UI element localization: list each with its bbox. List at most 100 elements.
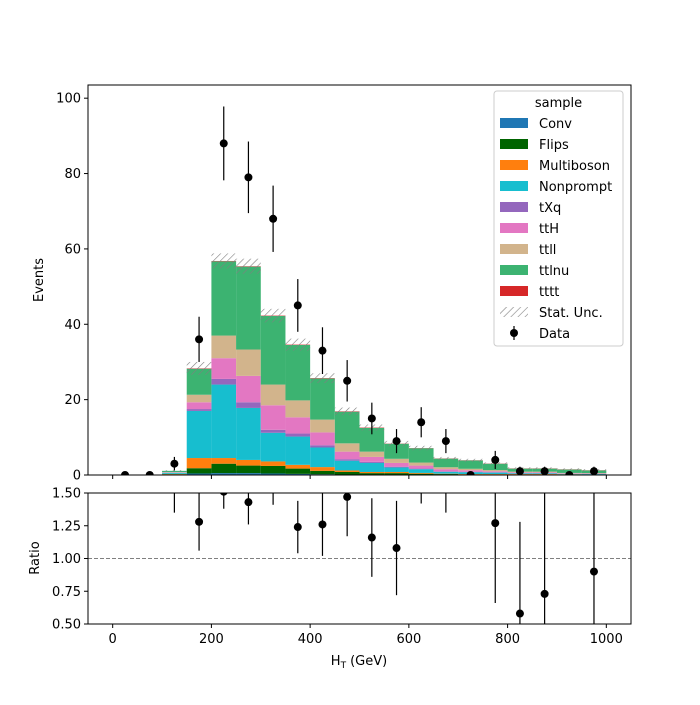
legend-swatch	[500, 118, 528, 128]
bar-segment	[384, 467, 409, 468]
bar-segment	[434, 472, 459, 474]
data-point	[590, 467, 598, 475]
bar-segment	[285, 434, 310, 437]
bar-segment	[335, 452, 360, 460]
bar-segment	[310, 432, 335, 445]
data-point	[393, 437, 401, 445]
bar-segment	[187, 395, 212, 403]
y-tick-label: 80	[64, 167, 81, 182]
legend-swatch	[500, 181, 528, 191]
bar-segment	[211, 385, 236, 458]
legend-swatch	[500, 286, 528, 296]
ratio-point	[244, 498, 252, 506]
bar-segment	[261, 316, 286, 385]
stat-unc-bin	[335, 408, 360, 416]
legend-label: tttt	[539, 285, 559, 300]
legend-label: tXq	[539, 201, 561, 216]
bar-segment	[211, 458, 236, 464]
bar-segment	[261, 461, 286, 466]
legend: sample Conv Flips Multiboson Nonprompt tXq ttH…	[494, 91, 623, 346]
bar-segment	[409, 463, 434, 466]
stat-unc-bin	[261, 309, 286, 323]
legend-data-marker	[510, 329, 518, 337]
bar-segment	[483, 473, 508, 475]
legend-label: Nonprompt	[539, 180, 612, 195]
bar-segment	[211, 261, 236, 335]
bar-segment	[434, 469, 459, 471]
stat-unc-bin	[236, 259, 261, 274]
stat-unc-bin	[187, 362, 212, 375]
legend-swatch	[500, 202, 528, 212]
bar-segment	[360, 472, 385, 473]
legend-swatch	[500, 265, 528, 275]
ratio-point	[170, 446, 178, 454]
legend-label: Conv	[539, 117, 572, 132]
ratio-point	[393, 544, 401, 552]
bar-segment	[285, 465, 310, 469]
bar-segment	[335, 472, 360, 475]
ratio-y-tick-label: 0.50	[52, 618, 81, 633]
ratio-point	[442, 410, 450, 418]
x-axis-label-main: H	[331, 654, 341, 669]
stat-unc-bin	[557, 468, 582, 470]
data-point	[442, 437, 450, 445]
stat-unc-bin	[285, 339, 310, 351]
ratio-point	[590, 568, 598, 576]
bar-segment	[261, 433, 286, 462]
ratio-y-axis-label: Ratio	[28, 541, 43, 574]
bar-segment	[187, 458, 212, 468]
ratio-point	[195, 518, 203, 526]
y-tick-label: 60	[64, 242, 81, 257]
legend-label: Stat. Unc.	[539, 306, 603, 321]
bar-segment	[236, 408, 261, 460]
stat-unc-bin	[458, 459, 483, 462]
ratio-point	[491, 519, 499, 527]
y-tick-label: 100	[56, 92, 81, 107]
ratio-point	[318, 520, 326, 528]
stat-unc-bin	[310, 373, 335, 383]
bar-segment	[261, 466, 286, 474]
x-axis-label-unit: (GeV)	[350, 654, 387, 669]
x-axis-label: HT(GeV)	[331, 654, 387, 671]
legend-label: ttH	[539, 222, 559, 237]
bar-segment	[285, 437, 310, 465]
data-point	[269, 215, 277, 223]
y-tick-label: 0	[73, 469, 81, 484]
bar-segment	[310, 379, 335, 420]
x-tick-label: 400	[298, 632, 323, 647]
ratio-point	[220, 488, 228, 496]
bar-segment	[335, 412, 360, 444]
ratio-point	[541, 590, 549, 598]
bar-segment	[236, 466, 261, 474]
bar-segment	[310, 447, 335, 467]
data-point	[220, 139, 228, 147]
x-tick-label: 1000	[590, 632, 623, 647]
bar-segment	[384, 472, 409, 473]
bar-segment	[483, 471, 508, 472]
bar-segment	[409, 469, 434, 473]
legend-swatch	[500, 160, 528, 170]
ratio-point	[516, 610, 524, 618]
bar-segment	[187, 409, 212, 411]
bar-segment	[285, 400, 310, 417]
data-point	[318, 347, 326, 355]
legend-swatch	[500, 139, 528, 149]
legend-title: sample	[535, 96, 582, 111]
legend-label: ttlnu	[539, 264, 569, 279]
legend-label: Flips	[539, 138, 569, 153]
stat-unc-bin	[211, 253, 236, 268]
bar-segment	[335, 461, 360, 471]
ratio-point	[343, 493, 351, 501]
bar-segment	[360, 463, 385, 472]
x-tick-label: 600	[396, 632, 421, 647]
bar-segment	[211, 336, 236, 359]
x-tick-label: 200	[199, 632, 224, 647]
legend-swatch	[500, 223, 528, 233]
legend-swatch	[500, 244, 528, 254]
legend-label: Multiboson	[539, 159, 610, 174]
bar-segment	[261, 405, 286, 429]
bar-segment	[211, 358, 236, 379]
bar-segment	[261, 430, 286, 433]
